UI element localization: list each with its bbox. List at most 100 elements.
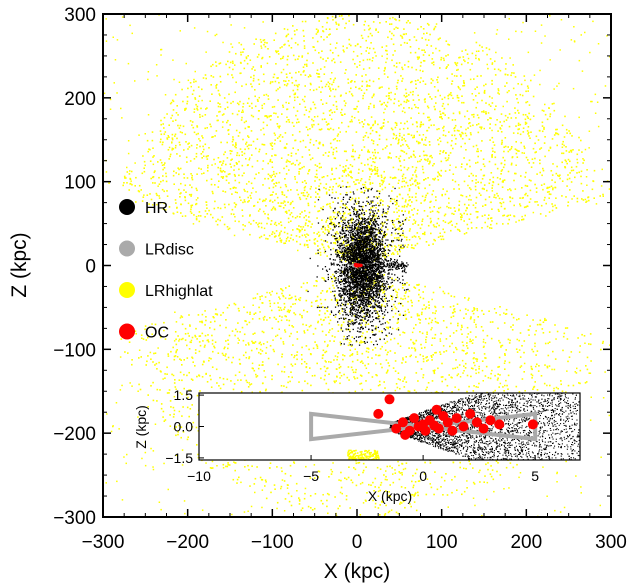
lrhighlat-point xyxy=(428,163,430,165)
lrhighlat-point xyxy=(215,65,218,67)
lrhighlat-point xyxy=(269,142,272,145)
lrhighlat-point xyxy=(422,355,424,357)
lrhighlat-point xyxy=(399,247,401,249)
lrhighlat-point xyxy=(379,337,381,340)
lrhighlat-point xyxy=(391,59,393,62)
lrhighlat-point xyxy=(438,224,440,227)
lrhighlat-point xyxy=(249,485,251,487)
lrhighlat-point xyxy=(411,66,413,69)
lrhighlat-point xyxy=(586,356,589,359)
lrhighlat-point xyxy=(375,325,377,328)
lrhighlat-point xyxy=(378,195,380,198)
lrhighlat-point xyxy=(520,141,522,144)
lrhighlat-point xyxy=(494,60,496,63)
lrhighlat-point xyxy=(279,125,281,127)
lrhighlat-point xyxy=(525,206,527,208)
lrhighlat-point xyxy=(421,332,424,335)
lrhighlat-point xyxy=(207,339,209,341)
lrhighlat-point xyxy=(300,354,303,356)
lrhighlat-point xyxy=(553,134,556,136)
lrhighlat-point xyxy=(455,64,458,67)
lrhighlat-point xyxy=(252,297,255,300)
lrhighlat-point xyxy=(221,352,224,355)
lrhighlat-point xyxy=(403,28,405,30)
lrhighlat-point xyxy=(473,308,476,310)
lrhighlat-point xyxy=(153,155,155,157)
lrhighlat-point xyxy=(248,468,250,471)
lrhighlat-point xyxy=(231,193,233,195)
lrhighlat-point xyxy=(351,369,354,371)
lrhighlat-point xyxy=(402,173,405,176)
lrhighlat-point xyxy=(566,178,569,181)
lrhighlat-point xyxy=(602,340,604,343)
lrhighlat-point xyxy=(325,382,328,385)
lrhighlat-point xyxy=(348,342,351,344)
lrhighlat-point xyxy=(389,176,392,179)
lrhighlat-point xyxy=(298,196,301,199)
lrhighlat-point xyxy=(398,478,401,481)
lrhighlat-point xyxy=(424,139,427,141)
lrhighlat-point xyxy=(338,363,341,366)
lrhighlat-point xyxy=(206,170,209,172)
lrhighlat-point xyxy=(152,182,154,184)
lrhighlat-point xyxy=(284,306,286,309)
lrhighlat-point xyxy=(303,47,306,49)
lrhighlat-point xyxy=(419,65,422,67)
lrhighlat-point xyxy=(290,155,293,157)
lrhighlat-point xyxy=(478,44,481,47)
lrhighlat-point xyxy=(479,481,481,483)
lrhighlat-point xyxy=(435,196,437,198)
lrhighlat-point xyxy=(450,83,453,85)
lrhighlat-point xyxy=(300,192,303,194)
lrhighlat-point xyxy=(315,196,317,198)
lrhighlat-point xyxy=(232,136,234,138)
lrhighlat-point xyxy=(296,159,298,162)
lrhighlat-point xyxy=(454,210,456,212)
lrhighlat-point xyxy=(433,238,435,241)
lrhighlat-point xyxy=(526,194,529,197)
lrhighlat-point xyxy=(331,59,333,62)
lrhighlat-point xyxy=(324,298,327,301)
lrhighlat-point xyxy=(476,124,478,126)
lrhighlat-point xyxy=(452,147,454,150)
lrhighlat-point xyxy=(265,153,268,155)
lrhighlat-point xyxy=(466,207,468,209)
lrhighlat-point xyxy=(555,197,557,199)
lrhighlat-point xyxy=(384,478,387,481)
lrhighlat-point xyxy=(472,204,475,206)
lrhighlat-point xyxy=(444,170,447,172)
lrhighlat-point xyxy=(351,115,353,118)
lrhighlat-point xyxy=(254,89,256,91)
lrhighlat-point xyxy=(296,331,298,333)
lrhighlat-point xyxy=(290,47,293,49)
lrhighlat-point xyxy=(466,213,468,216)
lrhighlat-point xyxy=(209,321,212,323)
lrhighlat-point xyxy=(171,373,173,376)
lrhighlat-point xyxy=(419,81,421,84)
lrhighlat-point xyxy=(174,199,177,201)
lrhighlat-point xyxy=(314,493,317,495)
lrhighlat-point xyxy=(302,226,305,228)
lrhighlat-point xyxy=(366,85,368,88)
lrhighlat-point xyxy=(454,226,457,228)
lrhighlat-point xyxy=(177,431,179,433)
lrhighlat-point xyxy=(429,161,431,164)
lrhighlat-point xyxy=(500,173,502,175)
lrhighlat-point xyxy=(520,83,523,86)
lrhighlat-point xyxy=(228,93,230,96)
lrhighlat-point xyxy=(240,53,242,56)
lrhighlat-point xyxy=(408,390,411,393)
lrhighlat-point xyxy=(262,127,265,130)
lrhighlat-point xyxy=(229,173,231,175)
lrhighlat-point xyxy=(259,298,261,301)
lrhighlat-point xyxy=(525,192,527,195)
lrhighlat-point xyxy=(405,217,408,219)
lrhighlat-point xyxy=(351,80,353,82)
lrhighlat-point xyxy=(304,74,307,76)
lrhighlat-point xyxy=(494,389,496,392)
lrhighlat-point xyxy=(375,131,378,133)
lrhighlat-point xyxy=(499,341,501,344)
lrhighlat-point xyxy=(365,210,368,212)
lrhighlat-point xyxy=(171,137,174,139)
lrhighlat-point xyxy=(298,121,300,123)
